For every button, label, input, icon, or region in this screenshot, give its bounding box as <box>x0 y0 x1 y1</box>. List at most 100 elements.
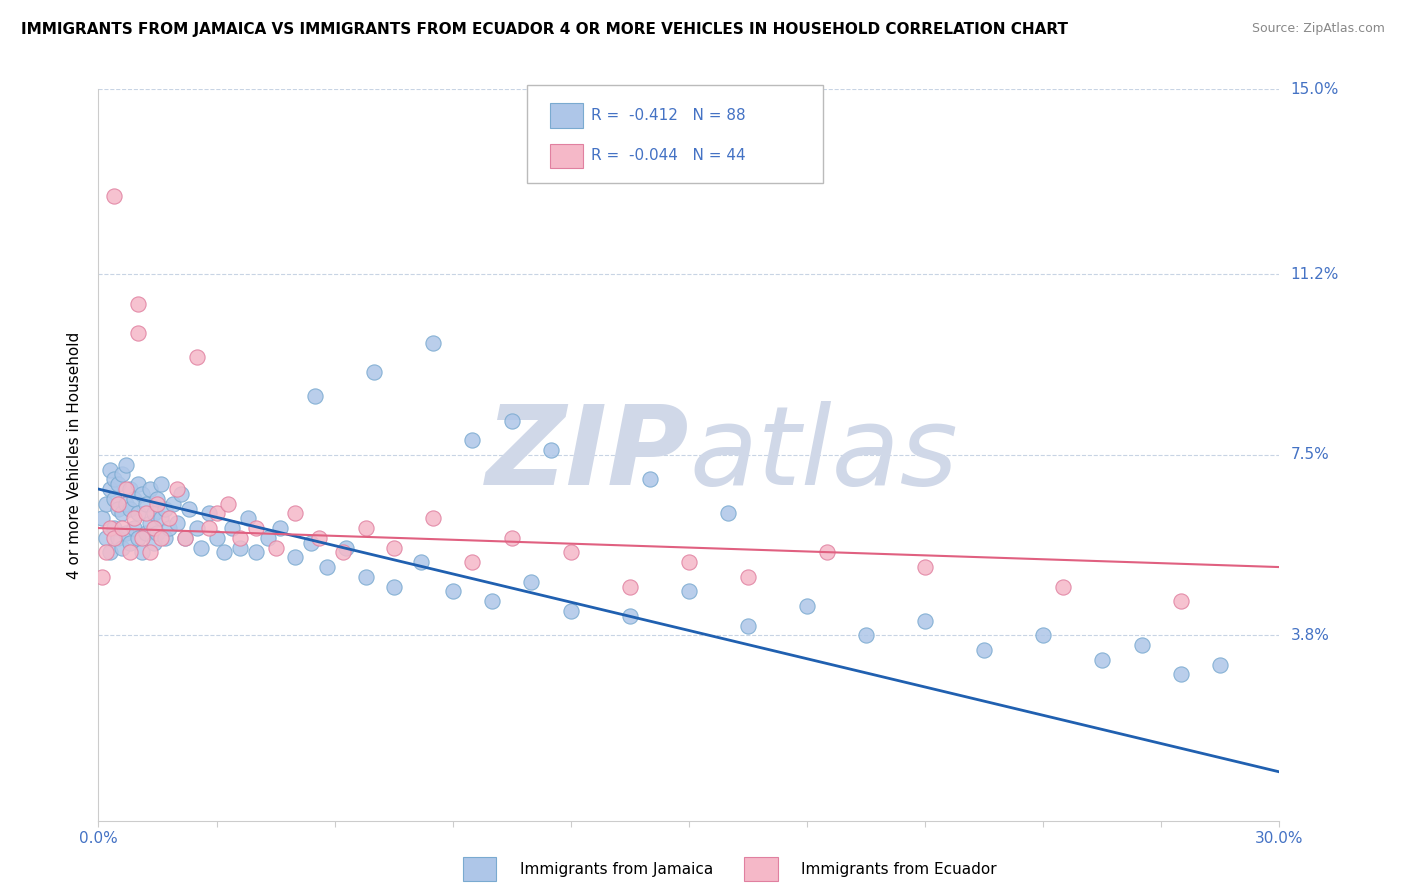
Point <box>115 525 138 540</box>
Point <box>214 545 236 559</box>
Point <box>1170 667 1192 681</box>
Point <box>308 531 330 545</box>
Point <box>796 599 818 613</box>
Point <box>131 487 153 501</box>
Text: R =  -0.412   N = 88: R = -0.412 N = 88 <box>591 108 745 122</box>
Point <box>973 643 995 657</box>
Point <box>127 531 149 545</box>
Point <box>540 443 562 458</box>
Point <box>146 497 169 511</box>
Point <box>221 521 243 535</box>
Point <box>98 462 121 476</box>
Point <box>150 511 173 525</box>
Point <box>162 497 184 511</box>
Point <box>737 570 759 584</box>
Point <box>461 434 484 448</box>
Point <box>103 521 125 535</box>
Point <box>186 521 208 535</box>
Point <box>118 482 141 496</box>
Point <box>1052 580 1074 594</box>
Point <box>411 555 433 569</box>
Point <box>96 497 118 511</box>
Point <box>560 545 582 559</box>
Point <box>520 574 543 589</box>
Point <box>150 531 173 545</box>
Y-axis label: 4 or more Vehicles in Household: 4 or more Vehicles in Household <box>67 331 83 579</box>
Point <box>174 531 197 545</box>
Point <box>138 516 160 531</box>
Point <box>236 511 259 525</box>
Point <box>855 628 877 642</box>
Point <box>177 501 200 516</box>
Point <box>135 497 157 511</box>
Point <box>501 531 523 545</box>
Point <box>127 477 149 491</box>
Text: ZIP: ZIP <box>485 401 689 508</box>
Point <box>1130 638 1153 652</box>
Point <box>103 472 125 486</box>
Point <box>131 545 153 559</box>
Point <box>98 521 121 535</box>
Text: Source: ZipAtlas.com: Source: ZipAtlas.com <box>1251 22 1385 36</box>
Point <box>256 531 278 545</box>
Point <box>245 521 267 535</box>
Point <box>118 535 141 549</box>
Point <box>111 541 134 555</box>
Point <box>96 531 118 545</box>
Point <box>166 482 188 496</box>
Point <box>197 521 219 535</box>
Point <box>142 507 165 521</box>
Text: IMMIGRANTS FROM JAMAICA VS IMMIGRANTS FROM ECUADOR 4 OR MORE VEHICLES IN HOUSEHO: IMMIGRANTS FROM JAMAICA VS IMMIGRANTS FR… <box>21 22 1069 37</box>
Point <box>98 545 121 559</box>
Point <box>229 531 252 545</box>
Point <box>914 560 936 574</box>
Point <box>363 365 385 379</box>
Text: 7.5%: 7.5% <box>1291 448 1329 462</box>
Point <box>332 545 354 559</box>
Point <box>1091 653 1114 667</box>
Point <box>91 511 114 525</box>
Point <box>1170 594 1192 608</box>
Point <box>115 497 138 511</box>
Point <box>190 541 212 555</box>
Point <box>197 507 219 521</box>
Point <box>142 535 165 549</box>
Point <box>103 491 125 506</box>
Point <box>150 477 173 491</box>
Point <box>103 189 125 203</box>
Point <box>122 491 145 506</box>
Point <box>91 570 114 584</box>
Point <box>501 414 523 428</box>
Point <box>107 531 129 545</box>
Point <box>111 467 134 482</box>
Point <box>96 545 118 559</box>
Point <box>131 531 153 545</box>
Point <box>115 458 138 472</box>
Point <box>157 511 180 525</box>
Point <box>264 541 287 555</box>
Text: 15.0%: 15.0% <box>1291 82 1339 96</box>
Point <box>174 531 197 545</box>
Point <box>619 580 641 594</box>
Point <box>118 501 141 516</box>
Point <box>107 501 129 516</box>
Point <box>354 570 377 584</box>
Point <box>122 511 145 525</box>
Point <box>107 477 129 491</box>
Point <box>560 604 582 618</box>
Point <box>107 497 129 511</box>
Point <box>135 507 157 521</box>
Point <box>461 555 484 569</box>
Point <box>127 326 149 340</box>
Point <box>441 584 464 599</box>
Point <box>315 560 337 574</box>
Point <box>142 521 165 535</box>
Point <box>422 335 444 350</box>
Point <box>127 297 149 311</box>
Point <box>122 521 145 535</box>
Point <box>717 507 740 521</box>
Point <box>111 521 134 535</box>
Point <box>111 507 134 521</box>
Point <box>299 535 322 549</box>
Text: atlas: atlas <box>689 401 957 508</box>
